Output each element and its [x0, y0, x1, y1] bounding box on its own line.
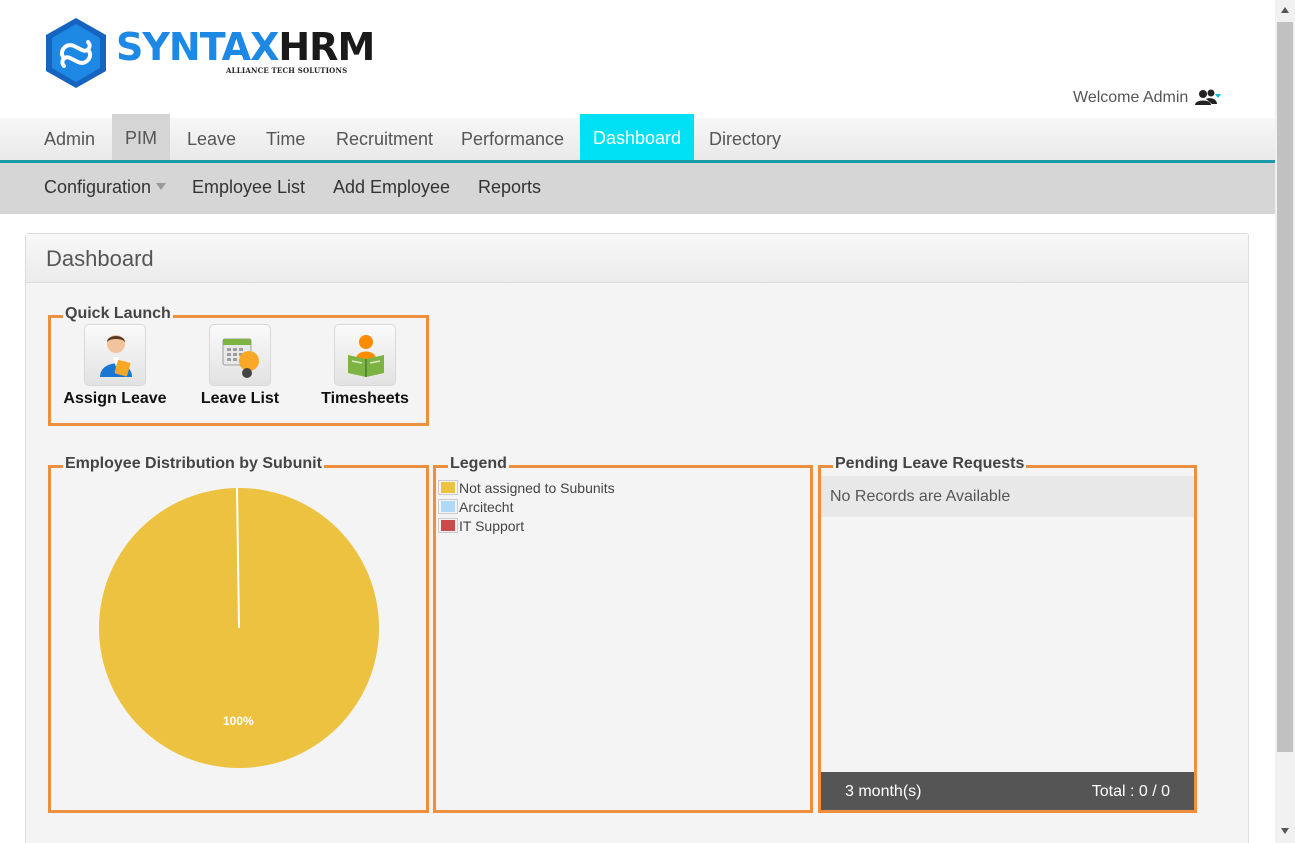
legend-label: Not assigned to Subunits	[459, 480, 615, 496]
subnav-configuration-label: Configuration	[44, 177, 152, 197]
subnav-reports[interactable]: Reports	[478, 177, 542, 197]
sub-nav: Configuration Employee List Add Employee…	[0, 163, 1275, 214]
pending-period: 3 month(s)	[845, 783, 922, 800]
employee-distribution-title: Employee Distribution by Subunit	[63, 455, 324, 473]
subnav-configuration[interactable]: Configuration	[44, 163, 167, 211]
pie-chart	[99, 487, 379, 768]
pending-leave-box: Pending Leave Requests No Records are Av…	[818, 455, 1197, 813]
quick-launch-leave-list[interactable]: Leave List	[180, 324, 300, 408]
tab-pim[interactable]: PIM	[112, 114, 171, 160]
scroll-down-arrow-icon[interactable]	[1281, 828, 1289, 834]
pending-leave-title: Pending Leave Requests	[833, 455, 1027, 473]
logo-tagline: ALLIANCE TECH SOLUTIONS	[226, 66, 348, 75]
legend-box: Legend Not assigned to Subunits Arcitech…	[433, 455, 813, 813]
employee-distribution-box: Employee Distribution by Subunit 100%	[48, 455, 429, 813]
tab-time[interactable]: Time	[266, 129, 306, 149]
tab-recruitment[interactable]: Recruitment	[336, 129, 434, 149]
logo-hrm: HRM	[278, 25, 375, 69]
legend-label: IT Support	[459, 518, 525, 534]
timesheets-icon[interactable]	[334, 324, 396, 386]
scroll-thumb[interactable]	[1277, 22, 1293, 752]
timesheets-label[interactable]: Timesheets	[321, 390, 409, 407]
quick-launch-title: Quick Launch	[63, 305, 173, 323]
vertical-scrollbar[interactable]	[1275, 0, 1295, 843]
welcome-text[interactable]: Welcome Admin	[1073, 89, 1189, 106]
quick-launch-timesheets[interactable]: Timesheets	[305, 324, 425, 408]
subnav-add-employee[interactable]: Add Employee	[333, 177, 451, 197]
dashboard-panel: Dashboard Quick Launch Assign Leave	[25, 233, 1249, 843]
assign-leave-label[interactable]: Assign Leave	[63, 390, 167, 407]
tab-admin[interactable]: Admin	[44, 129, 96, 149]
main-nav: Admin PIM Leave Time Recruitment Perform…	[0, 114, 1275, 163]
logo-wordmark: SYNTAXHRM	[116, 25, 375, 69]
syntaxhrm-logo[interactable]: SYNTAXHRM ALLIANCE TECH SOLUTIONS	[44, 16, 375, 92]
legend-title: Legend	[448, 455, 509, 473]
quick-launch-box: Quick Launch Assign Leave	[48, 305, 429, 426]
logo-hexagon-icon	[46, 18, 106, 88]
assign-leave-icon[interactable]	[84, 324, 146, 386]
pie-slice-label: 100%	[223, 714, 254, 728]
legend-label: Arcitecht	[459, 499, 514, 515]
subnav-employee-list[interactable]: Employee List	[192, 177, 306, 197]
pie-slice-separator	[236, 487, 240, 629]
legend-swatch	[438, 480, 458, 495]
page-title: Dashboard	[46, 246, 154, 271]
no-records-message: No Records are Available	[821, 476, 1194, 517]
pending-total: Total : 0 / 0	[1091, 783, 1170, 800]
leave-list-icon[interactable]	[209, 324, 271, 386]
leave-list-label[interactable]: Leave List	[200, 390, 280, 407]
legend-swatch	[438, 499, 458, 514]
caret-down-icon	[156, 182, 167, 190]
quick-launch-assign-leave[interactable]: Assign Leave	[55, 324, 175, 408]
panel-header: Dashboard	[26, 234, 1248, 283]
pending-footer: 3 month(s) Total : 0 / 0	[821, 772, 1194, 810]
legend-swatch	[438, 518, 458, 533]
tab-directory[interactable]: Directory	[709, 129, 782, 149]
users-icon[interactable]	[1195, 88, 1221, 108]
tab-performance[interactable]: Performance	[461, 129, 565, 149]
header: SYNTAXHRM ALLIANCE TECH SOLUTIONS Welcom…	[0, 0, 1275, 118]
tab-dashboard[interactable]: Dashboard	[580, 114, 695, 160]
scroll-up-arrow-icon[interactable]	[1281, 7, 1289, 13]
tab-leave[interactable]: Leave	[187, 129, 237, 149]
logo-syntax: SYNTAX	[116, 25, 279, 69]
